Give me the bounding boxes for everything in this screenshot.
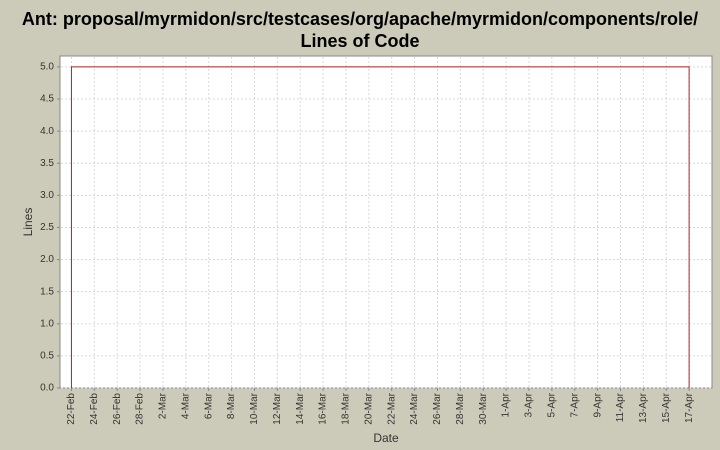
x-axis-label: Date — [373, 431, 399, 445]
x-tick-label: 5-Apr — [547, 392, 558, 417]
x-tick-label: 12-Mar — [272, 392, 283, 424]
y-tick-label: 4.5 — [40, 94, 54, 105]
x-tick-label: 26-Mar — [432, 392, 443, 424]
x-tick-label: 30-Mar — [478, 392, 489, 424]
chart-title: Ant: proposal/myrmidon/src/testcases/org… — [22, 9, 698, 29]
x-tick-label: 2-Mar — [158, 392, 169, 419]
x-tick-label: 13-Apr — [638, 392, 649, 423]
x-tick-label: 28-Mar — [455, 392, 466, 424]
chart-title: Lines of Code — [300, 31, 419, 51]
plot-area — [59, 55, 713, 389]
x-tick-label: 24-Mar — [409, 392, 420, 424]
y-tick-label: 0.5 — [40, 351, 54, 362]
y-axis-label: Lines — [21, 208, 35, 237]
x-tick-label: 1-Apr — [501, 392, 512, 417]
x-tick-label: 22-Feb — [66, 393, 77, 425]
x-tick-label: 9-Apr — [592, 392, 603, 417]
x-tick-label: 28-Feb — [135, 393, 146, 425]
y-tick-label: 1.0 — [40, 318, 54, 329]
x-tick-label: 7-Apr — [569, 392, 580, 417]
x-tick-label: 4-Mar — [180, 392, 191, 419]
x-tick-label: 11-Apr — [615, 392, 626, 422]
x-tick-label: 10-Mar — [249, 392, 260, 424]
y-tick-label: 1.5 — [40, 286, 54, 297]
y-tick-label: 2.0 — [40, 254, 54, 265]
y-tick-label: 2.5 — [40, 222, 54, 233]
x-tick-label: 20-Mar — [363, 392, 374, 424]
x-tick-label: 24-Feb — [89, 393, 100, 425]
y-tick-label: 3.5 — [40, 158, 54, 169]
x-tick-label: 26-Feb — [112, 393, 123, 425]
x-tick-label: 3-Apr — [524, 392, 535, 417]
y-tick-label: 0.0 — [40, 383, 54, 394]
x-tick-label: 6-Mar — [203, 392, 214, 419]
series-line — [70, 66, 690, 388]
x-tick-label: 18-Mar — [341, 392, 352, 424]
x-tick-label: 14-Mar — [295, 392, 306, 424]
y-tick-label: 5.0 — [40, 62, 54, 73]
y-tick-label: 4.0 — [40, 126, 54, 137]
x-tick-label: 15-Apr — [661, 392, 672, 423]
x-tick-label: 16-Mar — [318, 392, 329, 424]
x-tick-label: 8-Mar — [226, 392, 237, 419]
x-tick-label: 17-Apr — [684, 392, 695, 423]
x-tick-label: 22-Mar — [386, 392, 397, 424]
y-tick-label: 3.0 — [40, 190, 54, 201]
